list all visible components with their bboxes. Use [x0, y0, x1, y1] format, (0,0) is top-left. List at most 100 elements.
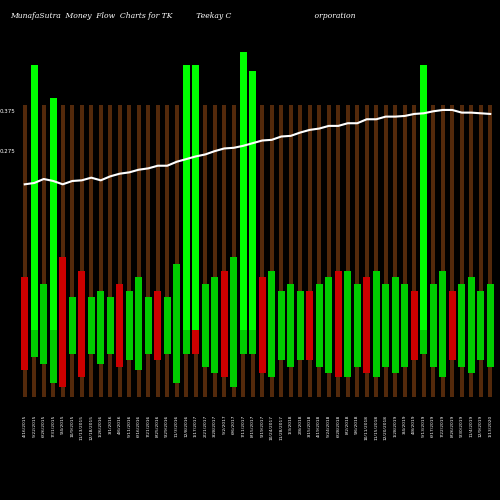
Bar — [98, 330, 104, 364]
Bar — [326, 330, 332, 374]
Bar — [232, 104, 235, 397]
Bar — [411, 330, 418, 360]
Bar — [222, 104, 226, 397]
Bar — [98, 290, 104, 331]
Bar — [470, 104, 473, 397]
Bar — [344, 330, 351, 377]
Bar — [402, 330, 408, 367]
Bar — [31, 330, 38, 357]
Bar — [479, 104, 482, 397]
Bar — [60, 330, 66, 387]
Bar — [382, 284, 389, 331]
Bar — [259, 277, 266, 330]
Bar — [116, 284, 123, 331]
Bar — [183, 65, 190, 330]
Bar — [166, 104, 169, 397]
Bar — [80, 104, 84, 397]
Bar — [32, 104, 36, 397]
Bar — [128, 104, 131, 397]
Bar — [192, 65, 199, 330]
Bar — [175, 104, 178, 397]
Bar — [116, 330, 123, 367]
Bar — [137, 104, 140, 397]
Bar — [183, 330, 190, 353]
Bar — [450, 104, 454, 397]
Bar — [202, 330, 208, 367]
Bar — [126, 290, 132, 331]
Bar — [478, 290, 484, 331]
Bar — [156, 104, 160, 397]
Bar — [280, 104, 283, 397]
Bar — [468, 330, 474, 374]
Bar — [240, 52, 246, 330]
Text: MunafaSutra  Money  Flow  Charts for TK          Teekay C                       : MunafaSutra Money Flow Charts for TK Tee… — [10, 12, 356, 20]
Bar — [270, 104, 274, 397]
Bar — [373, 270, 380, 330]
Bar — [88, 330, 94, 353]
Bar — [384, 104, 388, 397]
Bar — [326, 277, 332, 330]
Bar — [221, 330, 228, 377]
Bar — [145, 297, 152, 330]
Bar — [478, 330, 484, 360]
Bar — [402, 284, 408, 331]
Bar — [40, 284, 47, 331]
Bar — [373, 330, 380, 377]
Bar — [422, 104, 426, 397]
Bar — [174, 330, 180, 384]
Bar — [31, 65, 38, 330]
Bar — [194, 104, 198, 397]
Bar — [288, 284, 294, 331]
Bar — [356, 104, 359, 397]
Bar — [184, 104, 188, 397]
Bar — [440, 270, 446, 330]
Bar — [136, 330, 142, 370]
Bar — [449, 330, 456, 360]
Bar — [488, 104, 492, 397]
Bar — [202, 284, 208, 331]
Bar — [221, 270, 228, 330]
Bar — [204, 104, 207, 397]
Bar — [242, 104, 245, 397]
Bar — [60, 258, 66, 330]
Bar — [354, 330, 360, 367]
Bar — [288, 330, 294, 367]
Bar — [308, 104, 312, 397]
Bar — [297, 330, 304, 360]
Bar — [364, 277, 370, 330]
Bar — [268, 330, 275, 377]
Bar — [146, 104, 150, 397]
Bar — [251, 104, 254, 397]
Bar — [22, 330, 28, 370]
Bar — [40, 330, 47, 364]
Bar — [278, 290, 284, 331]
Bar — [136, 277, 142, 330]
Bar — [394, 104, 397, 397]
Bar — [430, 284, 436, 331]
Bar — [487, 284, 494, 331]
Bar — [50, 330, 56, 384]
Bar — [213, 104, 216, 397]
Bar — [392, 330, 398, 374]
Bar — [411, 290, 418, 331]
Bar — [298, 104, 302, 397]
Bar — [42, 104, 45, 397]
Bar — [268, 270, 275, 330]
Bar — [327, 104, 330, 397]
Bar — [50, 98, 56, 330]
Bar — [432, 104, 435, 397]
Bar — [289, 104, 292, 397]
Bar — [90, 104, 93, 397]
Bar — [430, 330, 436, 367]
Bar — [420, 330, 427, 353]
Bar — [346, 104, 350, 397]
Bar — [23, 104, 26, 397]
Bar — [212, 277, 218, 330]
Bar — [22, 277, 28, 330]
Bar — [154, 290, 161, 331]
Bar — [441, 104, 444, 397]
Bar — [468, 277, 474, 330]
Bar — [230, 258, 237, 330]
Bar — [365, 104, 368, 397]
Bar — [382, 330, 389, 367]
